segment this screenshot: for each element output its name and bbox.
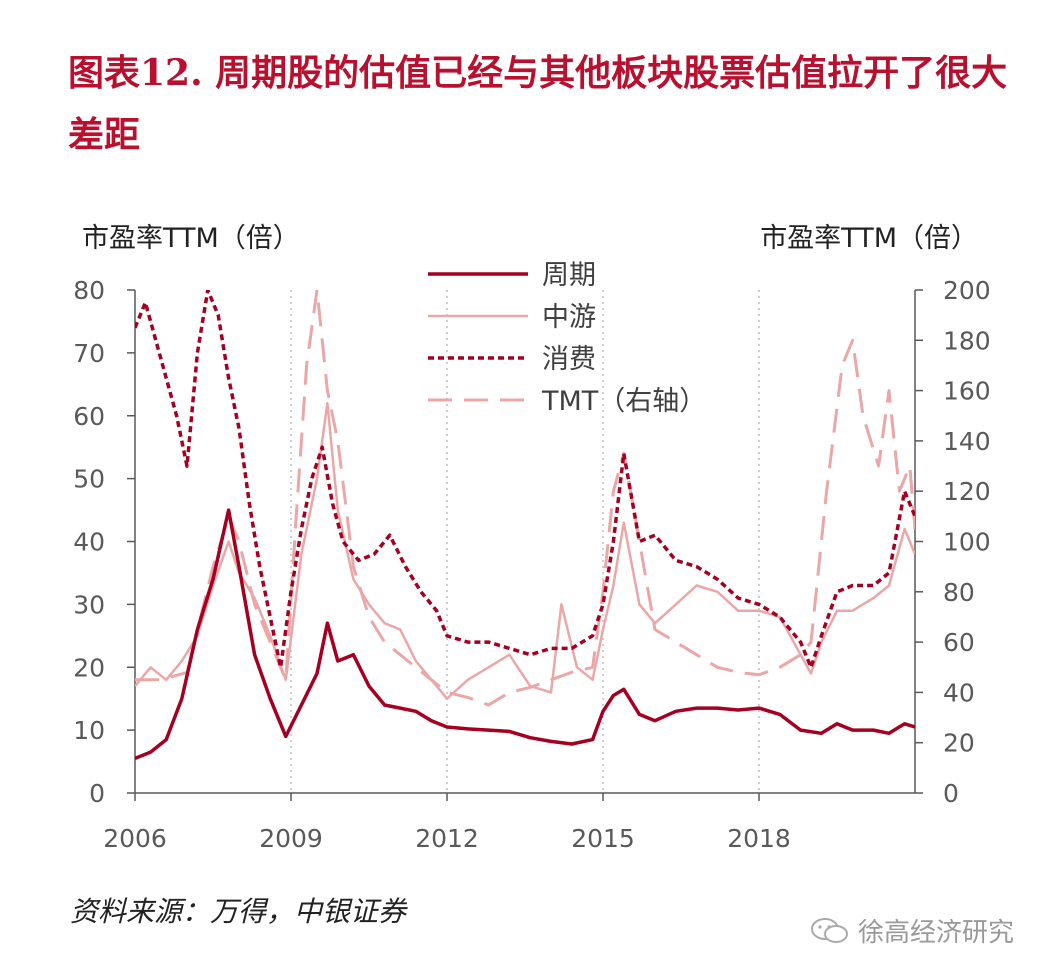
series-line-3 xyxy=(135,290,915,670)
right-tick-label: 60 xyxy=(943,628,975,657)
right-tick-label: 100 xyxy=(943,528,991,557)
left-axis-title: 市盈率TTM（倍） xyxy=(82,223,300,254)
left-tick-label: 10 xyxy=(73,716,105,745)
left-tick-label: 70 xyxy=(73,339,105,368)
left-tick-label: 0 xyxy=(89,779,105,808)
source-note: 资料来源：万得，中银证券 xyxy=(70,895,407,928)
right-tick-label: 160 xyxy=(943,377,991,406)
right-tick-label: 40 xyxy=(943,678,975,707)
x-tick-label: 2015 xyxy=(571,824,635,853)
right-tick-label: 80 xyxy=(943,578,975,607)
legend-label-3: 消费 xyxy=(542,344,596,375)
right-tick-label: 200 xyxy=(943,276,991,305)
wechat-icon xyxy=(810,917,848,943)
watermark: 徐高经济研究 xyxy=(810,912,1014,949)
left-tick-label: 50 xyxy=(73,465,105,494)
series-layer xyxy=(135,290,915,761)
right-axis-title: 市盈率TTM（倍） xyxy=(760,223,978,254)
right-tick-label: 120 xyxy=(943,477,991,506)
chart-title: 图表12. 周期股的估值已经与其他板块股票估值拉开了很大差距 xyxy=(68,52,1008,156)
watermark-text: 徐高经济研究 xyxy=(857,918,1014,948)
left-y-tick-labels: 0 10 20 30 40 50 60 70 80 xyxy=(73,276,105,808)
x-tick-label: 2012 xyxy=(415,824,479,853)
series-line-2 xyxy=(135,401,915,700)
vertical-gridlines xyxy=(290,290,760,793)
x-tick-label: 2006 xyxy=(103,824,167,853)
series-line-4 xyxy=(135,290,915,707)
right-y-tick-labels: 0 20 40 60 80 100 120 140 160 180 200 xyxy=(943,276,991,808)
left-tick-label: 20 xyxy=(73,653,105,682)
left-tick-label: 30 xyxy=(73,590,105,619)
axes xyxy=(127,289,923,801)
left-tick-label: 80 xyxy=(73,276,105,305)
legend-label-2: 中游 xyxy=(542,302,596,333)
series-line-1 xyxy=(135,508,915,761)
x-tick-labels: 2006 2009 2012 2015 2018 xyxy=(103,824,791,853)
x-tick-label: 2018 xyxy=(727,824,791,853)
x-tick-label: 2009 xyxy=(259,824,323,853)
right-tick-label: 140 xyxy=(943,427,991,456)
left-tick-label: 60 xyxy=(73,402,105,431)
right-tick-label: 180 xyxy=(943,326,991,355)
right-tick-label: 0 xyxy=(943,779,959,808)
legend-label-1: 周期 xyxy=(542,260,596,291)
right-tick-label: 20 xyxy=(943,729,975,758)
legend-label-4: TMT（右轴） xyxy=(541,386,706,417)
left-tick-label: 40 xyxy=(73,528,105,557)
